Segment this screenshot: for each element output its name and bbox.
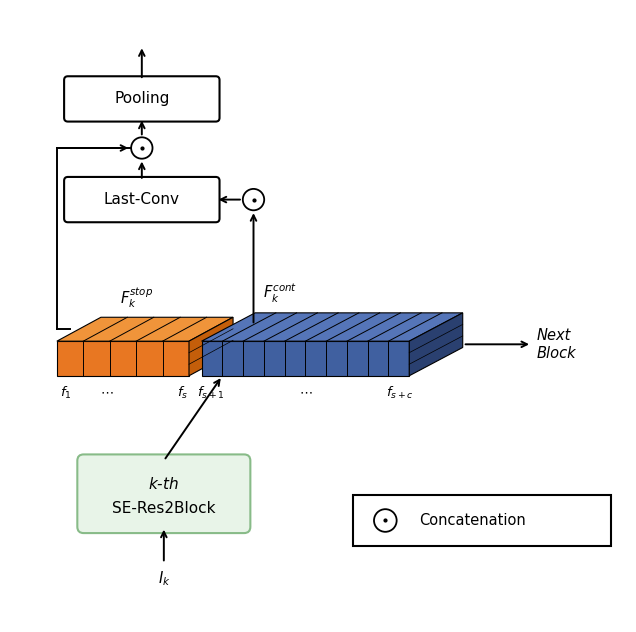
Text: Pooling: Pooling: [114, 92, 170, 106]
Polygon shape: [189, 317, 233, 376]
Text: $k$-th: $k$-th: [148, 476, 179, 492]
Circle shape: [243, 189, 264, 210]
Circle shape: [131, 137, 153, 159]
FancyBboxPatch shape: [64, 76, 219, 121]
FancyBboxPatch shape: [352, 495, 611, 545]
Polygon shape: [202, 313, 463, 341]
Text: $\cdots$: $\cdots$: [100, 386, 114, 398]
Polygon shape: [57, 341, 189, 376]
Text: $F_k^{cont}$: $F_k^{cont}$: [263, 282, 297, 305]
Text: $f_{s+1}$: $f_{s+1}$: [197, 386, 225, 401]
Text: Next
Block: Next Block: [537, 328, 577, 360]
Polygon shape: [409, 313, 463, 376]
Circle shape: [374, 509, 397, 532]
Text: $f_1$: $f_1$: [60, 386, 72, 401]
Polygon shape: [202, 341, 409, 376]
Text: Last-Conv: Last-Conv: [104, 192, 180, 207]
Text: $F_k^{stop}$: $F_k^{stop}$: [120, 285, 153, 310]
Polygon shape: [57, 317, 233, 341]
Text: $\cdots$: $\cdots$: [299, 386, 312, 398]
Text: $f_s$: $f_s$: [177, 386, 188, 401]
FancyBboxPatch shape: [78, 454, 251, 533]
Text: $I_k$: $I_k$: [158, 569, 170, 588]
Text: $f_{s+c}$: $f_{s+c}$: [386, 386, 413, 401]
FancyBboxPatch shape: [64, 177, 219, 222]
Text: Concatenation: Concatenation: [418, 513, 525, 528]
Text: SE-Res2Block: SE-Res2Block: [112, 501, 216, 516]
